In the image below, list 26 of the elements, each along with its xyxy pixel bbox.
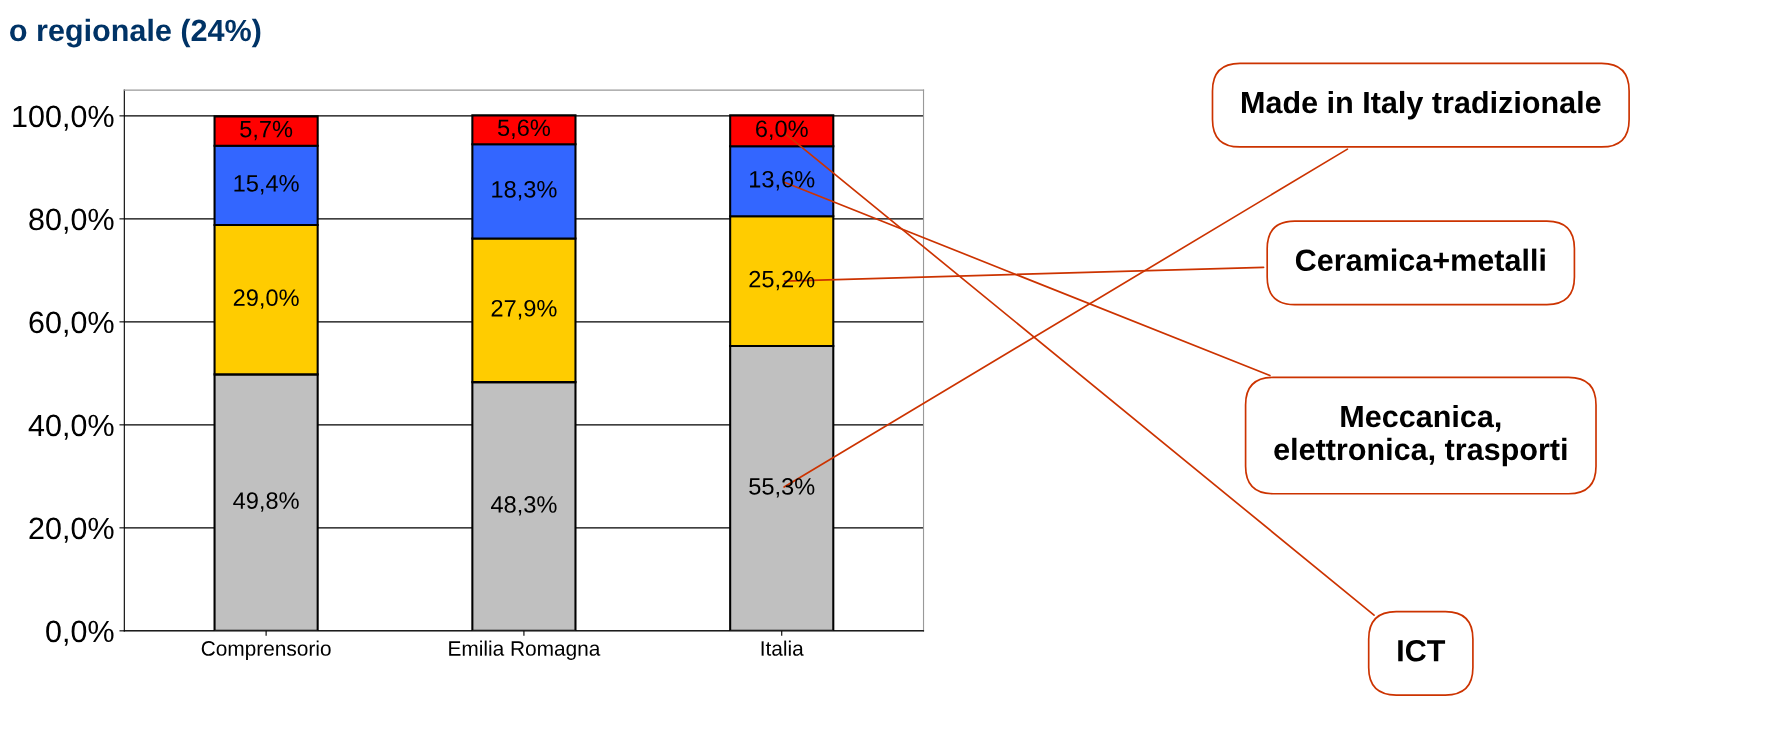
data-label: 6,0% <box>756 120 808 140</box>
text: Meccanica, elettronica, trasporti <box>1274 404 1567 467</box>
text: Made in Italy tradizionale <box>1242 90 1601 120</box>
y-tick-label: 0,0% <box>46 620 114 646</box>
y-tick-label: 80,0% <box>29 208 114 234</box>
x-tick-label: Emilia Romagna <box>449 640 601 660</box>
text: Ceramica+metalli <box>1295 248 1545 272</box>
data-label: 29,0% <box>233 289 299 309</box>
data-label: 5,6% <box>497 119 550 139</box>
y-tick-label: 20,0% <box>29 517 114 543</box>
data-label: 18,3% <box>492 180 557 201</box>
data-label: 25,2% <box>749 270 815 291</box>
data-label: 15,4% <box>234 175 299 195</box>
chart-title: o regionale (24%) <box>10 18 261 48</box>
x-tick-label: Comprensorio <box>201 640 331 660</box>
data-label: 27,9% <box>491 299 557 320</box>
text: ICT <box>1398 639 1446 662</box>
data-label: 13,6% <box>750 170 815 191</box>
data-label: 5,7% <box>240 120 293 141</box>
y-tick-label: 40,0% <box>28 414 114 440</box>
data-label: 49,8% <box>233 492 299 512</box>
data-label: 55,3% <box>749 478 815 498</box>
data-label: 48,3% <box>490 496 557 516</box>
y-tick-label: 60,0% <box>29 311 114 337</box>
y-tick-label: 100,0% <box>13 105 114 131</box>
x-tick-label: Italia <box>761 640 804 656</box>
